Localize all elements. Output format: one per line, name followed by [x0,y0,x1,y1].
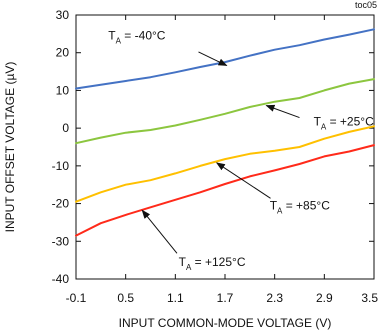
x-tick-label: 1.7 [217,291,234,305]
series-annotation: TA = +25°C [314,115,375,132]
series-line-ta-85-c [75,125,375,203]
plot-frame [75,14,375,280]
x-tick-label: 2.3 [266,291,283,305]
series-line-ta-125-c [75,144,375,237]
y-tick-label: 10 [56,83,70,97]
x-axis-label: INPUT COMMON-MODE VOLTAGE (V) [119,316,332,330]
y-tick-label: 0 [62,121,69,135]
figure-tag: toc05 [355,0,377,10]
x-tick-label: 3.5 [361,291,378,305]
y-axis-ticks: -40 -30 -20 -10 0 10 20 30 [52,8,374,286]
y-axis-label: INPUT OFFSET VOLTAGE (µV) [3,62,17,233]
series-line-ta-25-c [75,78,375,145]
y-tick-label: 30 [56,8,70,22]
series-annotation: TA = +125°C [179,255,246,272]
x-tick-label: 1.1 [167,291,184,305]
x-tick-label: 0.5 [117,291,134,305]
y-tick-label: 20 [56,46,70,60]
y-tick-label: -20 [52,197,70,211]
y-tick-label: -30 [52,234,70,248]
annotation-arrow [198,51,228,66]
x-tick-label: 2.9 [316,291,333,305]
y-tick-label: -10 [52,159,70,173]
y-tick-label: -40 [52,272,70,286]
series-annotation: TA = -40°C [108,29,166,46]
annotation-arrow [215,162,271,199]
series-annotation: TA = +85°C [270,199,331,216]
annotations: TA = -40°C TA = +25°C TA = +85°C TA = +125°… [108,29,374,273]
annotation-arrow [141,209,178,254]
x-axis-ticks: -0.1 0.5 1.1 1.7 2.3 2.9 3.5 [66,15,378,305]
x-tick-label: -0.1 [66,291,87,305]
annotation-arrow [265,104,300,119]
